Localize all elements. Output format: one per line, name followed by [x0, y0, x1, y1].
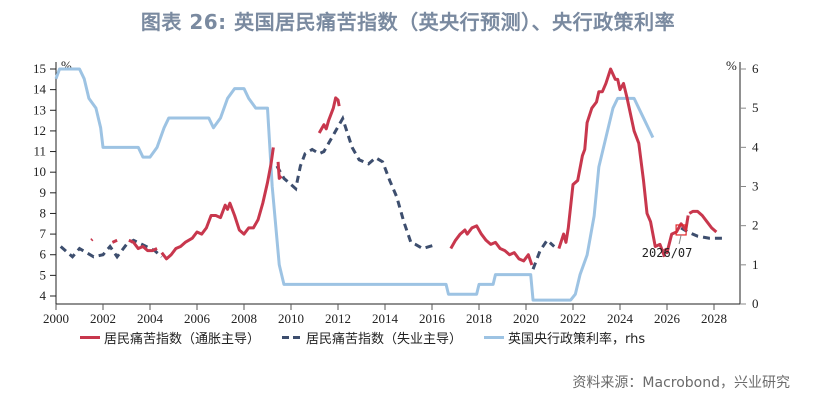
series-inflation-led: [317, 96, 341, 134]
x-tick-label: 2020: [513, 311, 539, 326]
series-inflation-led: [111, 238, 118, 244]
series-policy-rate: [54, 67, 655, 302]
legend-label: 居民痛苦指数（通胀主导）: [104, 332, 261, 347]
legend-swatch-solid-red: [80, 336, 100, 339]
x-tick-label: 2014: [372, 311, 399, 326]
x-tick-label: 2008: [231, 311, 257, 326]
left-tick-label: 11: [33, 144, 46, 159]
series-inflation-led: [688, 209, 718, 234]
annotation-leader: [678, 234, 682, 245]
series-unemployment-led: [59, 238, 163, 260]
x-tick-label: 2012: [325, 311, 351, 326]
series-inflation-led: [128, 238, 158, 253]
left-tick-label: 15: [33, 61, 46, 76]
right-tick-label: 2: [752, 218, 759, 233]
left-tick-label: 10: [33, 164, 46, 179]
x-tick-label: 2024: [607, 311, 634, 326]
series-unemployment-led: [275, 114, 438, 251]
series-inflation-led: [90, 238, 94, 242]
x-tick-label: 2002: [90, 311, 116, 326]
series-unemployment-led: [680, 226, 724, 240]
chart-title: 图表 26: 英国居民痛苦指数（英央行预测）、央行政策利率: [140, 10, 676, 34]
legend-swatch-dashed-navy: [282, 336, 303, 339]
series-unemployment-led: [531, 238, 556, 270]
x-tick-label: 2004: [137, 311, 164, 326]
series-inflation-led: [557, 67, 667, 258]
right-tick-label: 0: [752, 296, 759, 311]
left-tick-label: 7: [40, 226, 47, 241]
x-tick-label: 2010: [278, 311, 304, 326]
chart-legend: 居民痛苦指数（通胀主导） 居民痛苦指数（失业主导） 英国央行政策利率，rhs: [80, 328, 645, 347]
left-tick-label: 12: [33, 123, 46, 138]
right-tick-label: 3: [752, 179, 759, 194]
x-tick-label: 2006: [184, 311, 211, 326]
left-unit-label: %: [61, 58, 72, 73]
x-tick-label: 2022: [560, 311, 586, 326]
x-tick-label: 2000: [43, 311, 69, 326]
x-tick-label: 2026: [654, 311, 681, 326]
source-note: 资料来源：Macrobond，兴业研究: [572, 375, 790, 391]
legend-item-policy-rate: 英国央行政策利率，rhs: [484, 328, 645, 347]
left-tick-label: 13: [33, 102, 46, 117]
legend-item-unemployment-led: 居民痛苦指数（失业主导）: [282, 328, 462, 347]
series-inflation-led: [160, 147, 275, 261]
series-inflation-led: [276, 161, 283, 180]
series-inflation-led: [449, 224, 534, 266]
left-tick-label: 8: [40, 205, 47, 220]
left-tick-label: 14: [33, 82, 47, 97]
right-unit-label: %: [726, 58, 737, 73]
x-tick-label: 2018: [466, 311, 492, 326]
x-tick-label: 2016: [419, 311, 446, 326]
x-tick-label: 2028: [701, 311, 727, 326]
legend-label: 居民痛苦指数（失业主导）: [306, 332, 463, 347]
legend-item-inflation-led: 居民痛苦指数（通胀主导）: [80, 328, 260, 347]
right-tick-label: 5: [752, 100, 759, 115]
legend-label: 英国央行政策利率，rhs: [508, 332, 646, 347]
left-tick-label: 6: [40, 247, 47, 262]
legend-swatch-solid-lightblue: [484, 336, 505, 339]
right-tick-label: 6: [752, 61, 759, 76]
right-tick-label: 1: [752, 257, 759, 272]
annotation-label: 2026/07: [642, 246, 693, 260]
left-tick-label: 5: [40, 267, 47, 282]
left-tick-label: 9: [40, 185, 47, 200]
left-tick-label: 4: [40, 288, 47, 303]
right-tick-label: 4: [752, 139, 759, 154]
